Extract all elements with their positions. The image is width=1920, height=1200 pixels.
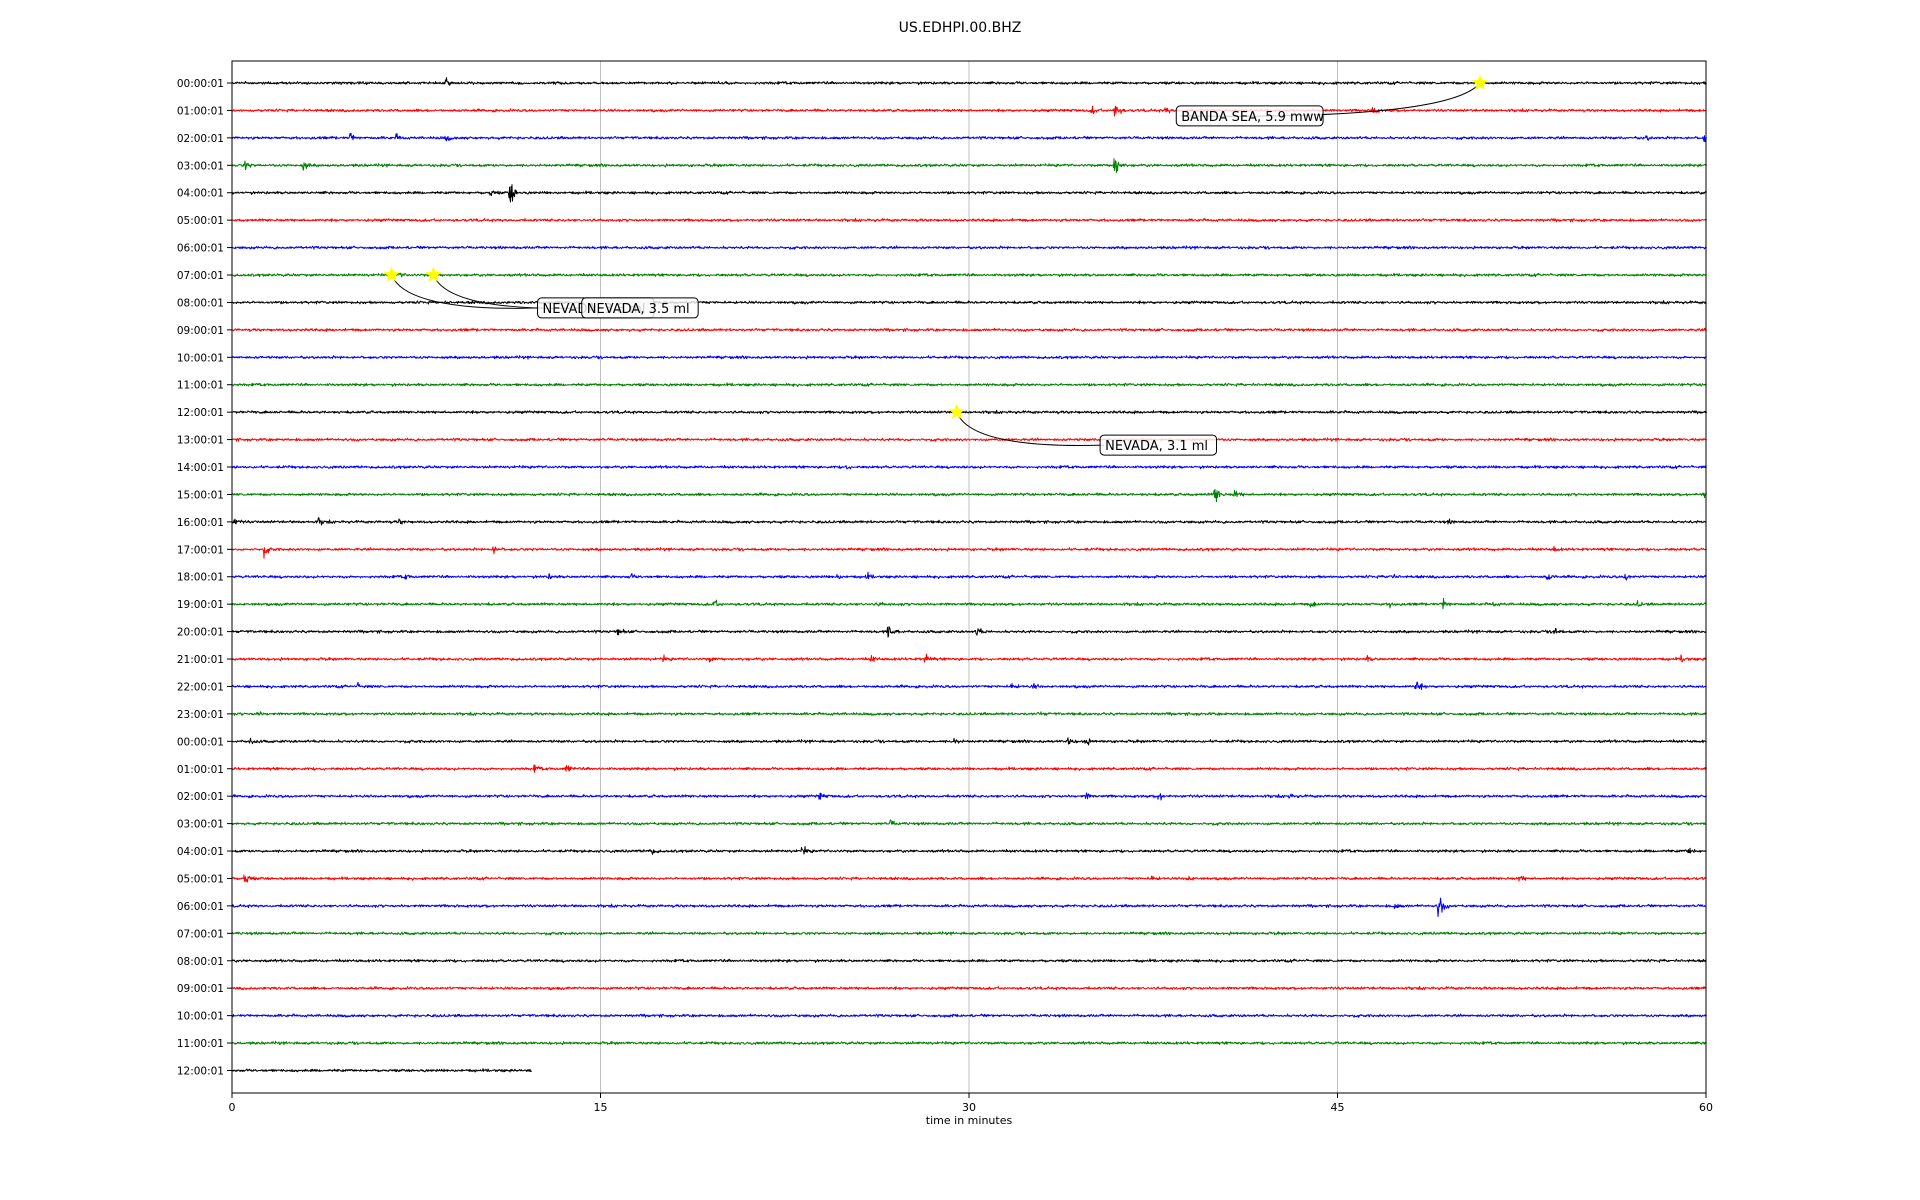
row-time-label: 11:00:01 [177, 380, 224, 392]
row-time-label: 19:00:01 [177, 599, 224, 611]
trace-row [232, 1068, 532, 1073]
trace-row [232, 985, 1707, 991]
x-tick-label: 30 [962, 1101, 976, 1114]
event-star-marker [383, 266, 400, 283]
row-time-label: 06:00:01 [177, 243, 224, 255]
x-tick-label: 60 [1699, 1101, 1713, 1114]
trace-row [231, 792, 1707, 801]
row-time-label: 07:00:01 [177, 928, 224, 940]
event-label: BANDA SEA, 5.9 mww [1181, 110, 1324, 125]
row-time-label: 09:00:01 [177, 325, 224, 337]
row-time-label: 12:00:01 [177, 407, 224, 419]
row-time-label: 01:00:01 [177, 105, 224, 117]
trace-row [231, 597, 1707, 610]
trace-row [231, 105, 1707, 117]
row-time-label: 02:00:01 [177, 791, 224, 803]
row-time-label: 23:00:01 [177, 709, 224, 721]
row-time-label: 21:00:01 [177, 654, 224, 666]
row-time-label: 08:00:01 [177, 956, 224, 968]
row-time-label: 15:00:01 [177, 489, 224, 501]
trace-row [231, 874, 1707, 883]
trace-row [231, 300, 1707, 305]
trace-row [231, 958, 1707, 964]
trace-rows [231, 77, 1707, 1073]
chart-title: US.EDHPI.00.BHZ [898, 20, 1022, 36]
x-tick-label: 45 [1331, 1101, 1345, 1114]
row-time-label: 09:00:01 [177, 983, 224, 995]
trace-row [231, 217, 1707, 223]
trace-row [231, 571, 1707, 581]
row-time-label: 07:00:01 [177, 270, 224, 282]
event-label-box [1099, 434, 1218, 456]
trace-row [231, 272, 1707, 278]
row-time-label: 08:00:01 [177, 297, 224, 309]
row-time-label: 10:00:01 [177, 352, 224, 364]
trace-row [231, 437, 1707, 442]
x-tick-label: 0 [229, 1101, 236, 1114]
row-time-label: 14:00:01 [177, 462, 224, 474]
trace-row [231, 681, 1707, 691]
row-time-label: 10:00:01 [177, 1011, 224, 1023]
row-time-label: 01:00:01 [177, 764, 224, 776]
trace-row [231, 355, 1707, 360]
trace-row [231, 245, 1707, 250]
trace-row [231, 464, 1707, 470]
trace-row [231, 517, 1707, 526]
trace-row [231, 819, 1707, 826]
trace-row [231, 158, 1707, 173]
trace-row [231, 488, 1707, 503]
row-time-labels: 00:00:01 01:00:01 02:00:01 03:00:01 04:00:01… [177, 78, 232, 1077]
trace-row [231, 77, 1707, 86]
event-star-marker [425, 266, 442, 283]
row-time-label: 18:00:01 [177, 572, 224, 584]
trace-row [231, 1013, 1707, 1018]
row-time-label: 06:00:01 [177, 901, 224, 913]
trace-row [231, 897, 1707, 917]
trace-row [231, 711, 1707, 717]
row-time-label: 05:00:01 [177, 873, 224, 885]
event-label: NEVADA, 3.5 ml [587, 302, 690, 317]
trace-row [231, 382, 1707, 387]
row-time-label: 13:00:01 [177, 435, 224, 447]
row-time-label: 12:00:01 [177, 1065, 224, 1077]
row-time-label: 03:00:01 [177, 819, 224, 831]
event-connector [956, 411, 1105, 446]
event-star-marker [948, 403, 965, 420]
row-time-label: 17:00:01 [177, 544, 224, 556]
trace-row [231, 764, 1707, 773]
event-star-marker [1471, 74, 1489, 91]
trace-row [231, 327, 1707, 333]
row-time-label: 20:00:01 [177, 627, 224, 639]
row-time-label: 00:00:01 [177, 736, 224, 748]
x-axis-ticks: 0 15 30 45 60 [229, 1093, 1713, 1114]
x-axis-label: time in minutes [925, 1114, 1013, 1127]
row-time-label: 22:00:01 [177, 681, 224, 693]
trace-row [231, 1040, 1707, 1046]
trace-row [231, 184, 1707, 203]
event-connector [391, 274, 542, 309]
row-time-label: 03:00:01 [177, 160, 224, 172]
row-time-label: 00:00:01 [177, 78, 224, 90]
row-time-label: 04:00:01 [177, 188, 224, 200]
x-tick-label: 15 [594, 1101, 608, 1114]
trace-row [231, 545, 1707, 559]
row-time-label: 05:00:01 [177, 215, 224, 227]
event-label-box [1175, 105, 1324, 127]
trace-row [231, 737, 1707, 746]
row-time-label: 11:00:01 [177, 1038, 224, 1050]
trace-row [231, 846, 1707, 855]
trace-row [231, 626, 1707, 638]
row-time-label: 02:00:01 [177, 133, 224, 145]
row-time-label: 16:00:01 [177, 517, 224, 529]
event-label: NEVADA, 3.1 ml [1105, 439, 1208, 454]
row-time-label: 04:00:01 [177, 846, 224, 858]
event-label-box [581, 297, 699, 319]
trace-row [231, 931, 1707, 936]
trace-row [231, 653, 1707, 663]
trace-row [231, 132, 1707, 143]
trace-row [231, 409, 1707, 415]
